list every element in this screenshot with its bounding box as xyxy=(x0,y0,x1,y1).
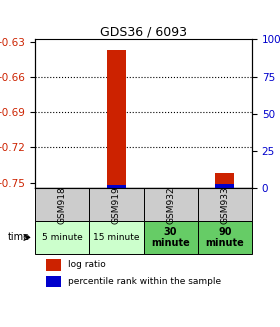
FancyBboxPatch shape xyxy=(198,188,252,221)
Bar xyxy=(215,184,234,188)
Text: 15 minute: 15 minute xyxy=(93,233,140,242)
Text: GSM933: GSM933 xyxy=(220,186,229,224)
Text: 5 minute: 5 minute xyxy=(42,233,83,242)
Text: log ratio: log ratio xyxy=(67,260,105,269)
Text: 90
minute: 90 minute xyxy=(206,227,244,248)
Bar xyxy=(46,276,61,287)
Bar xyxy=(46,259,61,270)
Text: percentile rank within the sample: percentile rank within the sample xyxy=(67,277,221,286)
FancyBboxPatch shape xyxy=(143,188,198,221)
FancyBboxPatch shape xyxy=(35,221,89,254)
Bar xyxy=(215,173,234,188)
Text: 30
minute: 30 minute xyxy=(151,227,190,248)
FancyBboxPatch shape xyxy=(89,188,143,221)
Text: GSM918: GSM918 xyxy=(58,186,67,224)
FancyBboxPatch shape xyxy=(89,221,143,254)
Bar xyxy=(107,50,126,188)
FancyBboxPatch shape xyxy=(35,188,89,221)
FancyBboxPatch shape xyxy=(143,221,198,254)
FancyBboxPatch shape xyxy=(198,221,252,254)
Bar xyxy=(107,185,126,188)
Text: GSM919: GSM919 xyxy=(112,186,121,224)
Title: GDS36 / 6093: GDS36 / 6093 xyxy=(100,25,187,38)
Text: GSM932: GSM932 xyxy=(166,186,175,224)
Text: time: time xyxy=(8,232,30,242)
